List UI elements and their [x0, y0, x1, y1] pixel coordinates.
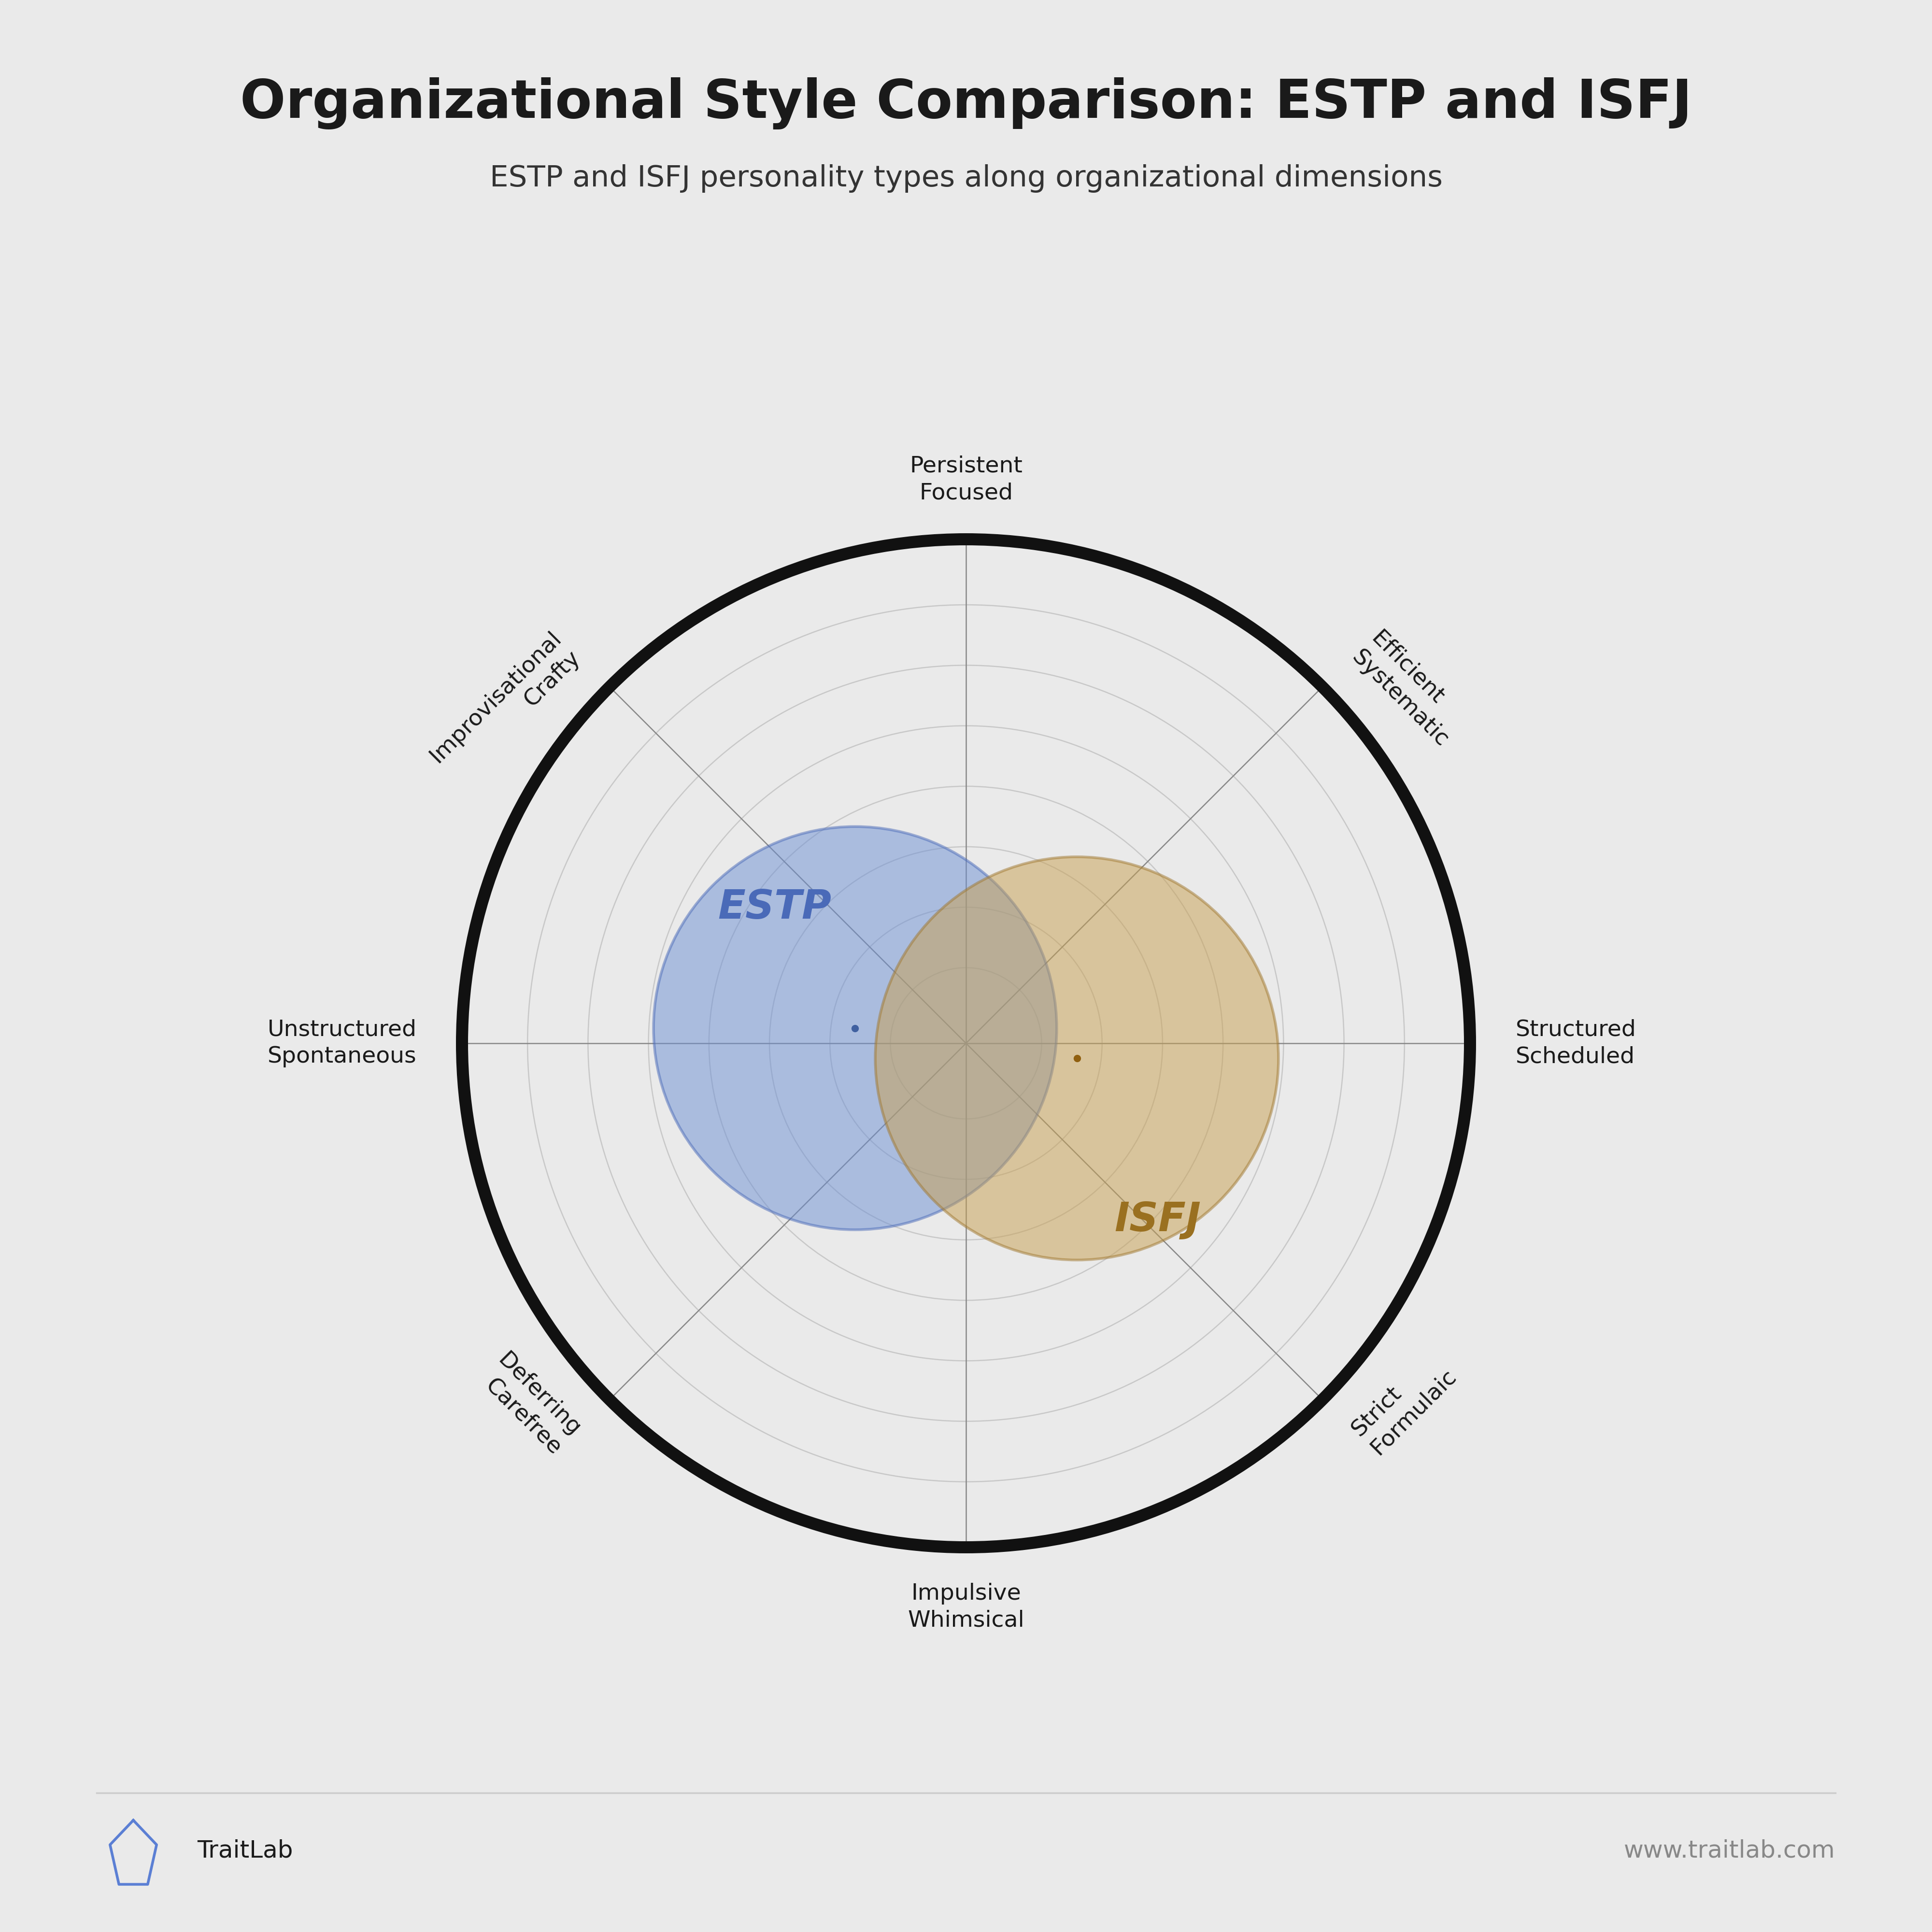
Text: Persistent
Focused: Persistent Focused [910, 456, 1022, 504]
Text: ESTP and ISFJ personality types along organizational dimensions: ESTP and ISFJ personality types along or… [489, 164, 1443, 193]
Text: TraitLab: TraitLab [197, 1839, 294, 1862]
Text: Structured
Scheduled: Structured Scheduled [1515, 1018, 1636, 1068]
Text: ISFJ: ISFJ [1115, 1200, 1202, 1238]
Text: Impulsive
Whimsical: Impulsive Whimsical [908, 1582, 1024, 1631]
Circle shape [653, 827, 1057, 1231]
Text: Improvisational
Crafty: Improvisational Crafty [425, 628, 583, 786]
Text: Strict
Formulaic: Strict Formulaic [1349, 1347, 1461, 1459]
Text: Efficient
Systematic: Efficient Systematic [1349, 628, 1472, 752]
Text: ESTP: ESTP [717, 887, 831, 927]
Text: Unstructured
Spontaneous: Unstructured Spontaneous [267, 1018, 417, 1068]
Text: Deferring
Carefree: Deferring Carefree [473, 1349, 583, 1459]
Text: Organizational Style Comparison: ESTP and ISFJ: Organizational Style Comparison: ESTP an… [240, 77, 1692, 129]
Text: www.traitlab.com: www.traitlab.com [1625, 1839, 1835, 1862]
Circle shape [875, 856, 1279, 1260]
